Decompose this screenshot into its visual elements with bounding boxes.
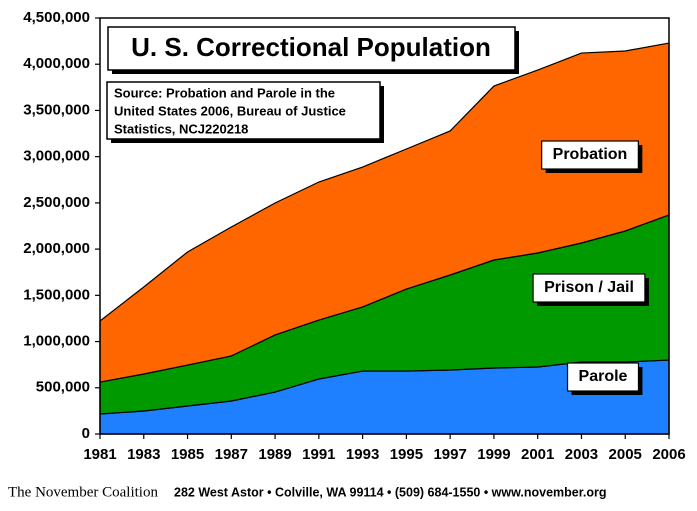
x-tick-label: 1997 bbox=[433, 446, 466, 463]
x-tick-label: 1985 bbox=[171, 446, 204, 463]
y-tick-label: 3,500,000 bbox=[23, 101, 90, 118]
x-tick-label: 1987 bbox=[215, 446, 248, 463]
y-tick-label: 4,500,000 bbox=[23, 9, 90, 26]
series-label-box bbox=[541, 140, 639, 170]
y-tick-label: 2,500,000 bbox=[23, 194, 90, 211]
x-tick-label: 1991 bbox=[302, 446, 335, 463]
x-tick-label: 1983 bbox=[127, 446, 160, 463]
y-tick-label: 1,000,000 bbox=[23, 333, 90, 350]
series-label-box bbox=[532, 273, 646, 303]
series-label: Parole bbox=[579, 368, 628, 385]
series-label: Prison / Jail bbox=[544, 279, 634, 296]
title-box bbox=[107, 26, 516, 71]
x-tick-label: 2005 bbox=[609, 446, 642, 463]
x-tick-label: 2001 bbox=[521, 446, 554, 463]
x-tick-label: 1995 bbox=[390, 446, 423, 463]
x-tick-label: 1989 bbox=[258, 446, 291, 463]
y-tick-label: 0 bbox=[82, 425, 90, 442]
y-tick-label: 2,000,000 bbox=[23, 240, 90, 257]
series-label-box bbox=[566, 362, 640, 392]
source-line: Statistics, NCJ220218 bbox=[114, 121, 248, 136]
x-tick-label: 2006 bbox=[652, 446, 685, 463]
series-label: Probation bbox=[553, 146, 628, 163]
x-tick-label: 1993 bbox=[346, 446, 379, 463]
source-box bbox=[106, 81, 381, 140]
chart-title: U. S. Correctional Population bbox=[131, 32, 491, 62]
footer: 282 West Astor • Colville, WA 99114 • (5… bbox=[174, 485, 607, 499]
y-tick-label: 4,000,000 bbox=[23, 55, 90, 72]
x-tick-label: 2003 bbox=[565, 446, 598, 463]
y-tick-label: 500,000 bbox=[36, 379, 90, 396]
source-line: Source: Probation and Parole in the bbox=[114, 85, 335, 100]
x-tick-label: 1981 bbox=[83, 446, 116, 463]
plot-area bbox=[99, 17, 670, 435]
x-tick-label: 1999 bbox=[477, 446, 510, 463]
logo: The November Coalition bbox=[8, 484, 158, 500]
y-tick-label: 3,000,000 bbox=[23, 148, 90, 165]
y-tick-label: 1,500,000 bbox=[23, 286, 90, 303]
plot-border bbox=[99, 17, 670, 435]
source-line: United States 2006, Bureau of Justice bbox=[114, 103, 346, 118]
